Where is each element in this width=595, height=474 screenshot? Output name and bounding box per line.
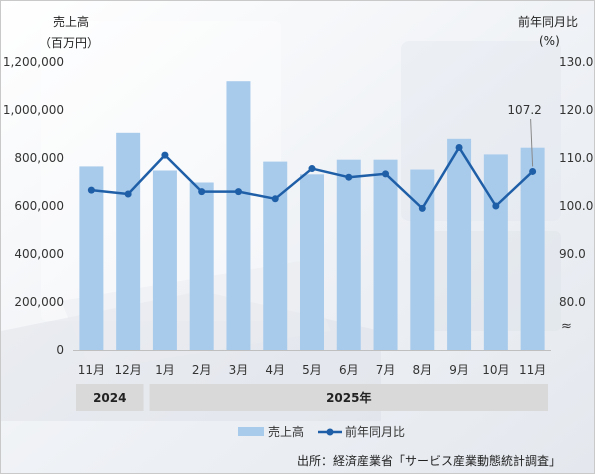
- right-tick-label-4: 120.0: [559, 103, 593, 117]
- left-tick-label-0: 0: [56, 343, 64, 357]
- category-label-8: 7月: [376, 363, 396, 377]
- left-tick-label-6: 1,200,000: [3, 55, 64, 69]
- year-group-label-1: 2025年: [326, 390, 371, 405]
- category-label-7: 6月: [339, 363, 359, 377]
- bar-4: [226, 81, 251, 350]
- category-label-6: 5月: [302, 363, 322, 377]
- source-note: 出所：経済産業省「サービス産業動態統計調査」: [297, 454, 562, 468]
- right-axis-unit: (%): [539, 34, 560, 48]
- line-point-6: [308, 165, 316, 173]
- category-label-10: 9月: [449, 363, 469, 377]
- legend-label-line: 前年同月比: [345, 424, 405, 439]
- line-point-1: [124, 190, 132, 198]
- left-tick-label-4: 800,000: [14, 151, 64, 165]
- year-group-label-0: 2024: [93, 391, 126, 405]
- category-label-4: 3月: [229, 363, 249, 377]
- bar-6: [300, 174, 324, 350]
- right-tick-label-5: 130.0: [559, 55, 593, 69]
- bar-8: [373, 159, 398, 350]
- right-tick-label-0: 80.0: [559, 295, 586, 309]
- line-point-12: [529, 167, 537, 175]
- category-label-1: 12月: [115, 363, 142, 377]
- year-group-bar-1: [149, 384, 549, 411]
- bar-2: [152, 170, 177, 350]
- line-point-4: [234, 188, 242, 196]
- left-tick-label-1: 200,000: [14, 295, 64, 309]
- line-point-8: [382, 170, 390, 178]
- right-tick-label-3: 110.0: [559, 151, 593, 165]
- line-point-10: [455, 143, 463, 151]
- left-tick-label-5: 1,000,000: [3, 103, 64, 117]
- bar-10: [447, 138, 472, 350]
- legend-label-bar: 売上高: [268, 424, 304, 439]
- category-label-9: 8月: [412, 363, 432, 377]
- category-label-2: 1月: [155, 363, 175, 377]
- category-label-11: 10月: [482, 363, 509, 377]
- line-point-0: [87, 186, 95, 194]
- right-axis-title: 前年同月比: [518, 15, 579, 29]
- line-point-3: [198, 188, 206, 196]
- category-label-3: 2月: [192, 363, 212, 377]
- line-point-7: [345, 173, 353, 181]
- line-point-11: [492, 202, 500, 210]
- bar-5: [263, 161, 288, 350]
- category-label-5: 4月: [265, 363, 285, 377]
- annotation-leader: [530, 118, 534, 167]
- bar-3: [189, 182, 214, 350]
- left-axis-title: 売上高: [53, 15, 90, 29]
- bar-11: [483, 154, 508, 350]
- bar-12: [520, 147, 545, 350]
- right-axis-break-symbol: ≈: [561, 319, 572, 334]
- left-tick-label-2: 400,000: [14, 247, 64, 261]
- bar-7: [336, 159, 361, 350]
- bar-0: [79, 166, 104, 350]
- legend-swatch-bar: [238, 427, 264, 436]
- annotation-label: 107.2: [507, 103, 541, 117]
- legend-swatch-marker: [326, 428, 334, 436]
- left-tick-label-3: 600,000: [14, 199, 64, 213]
- right-tick-label-2: 100.0: [559, 199, 593, 213]
- bar-1: [116, 132, 141, 350]
- line-point-9: [418, 204, 426, 212]
- category-label-0: 11月: [78, 363, 105, 377]
- right-tick-label-1: 90.0: [559, 247, 586, 261]
- line-point-2: [161, 151, 169, 159]
- category-label-12: 11月: [519, 363, 546, 377]
- year-group-bar-0: [76, 384, 144, 411]
- left-axis-unit: （百万円）: [39, 36, 100, 50]
- line-point-5: [271, 195, 279, 203]
